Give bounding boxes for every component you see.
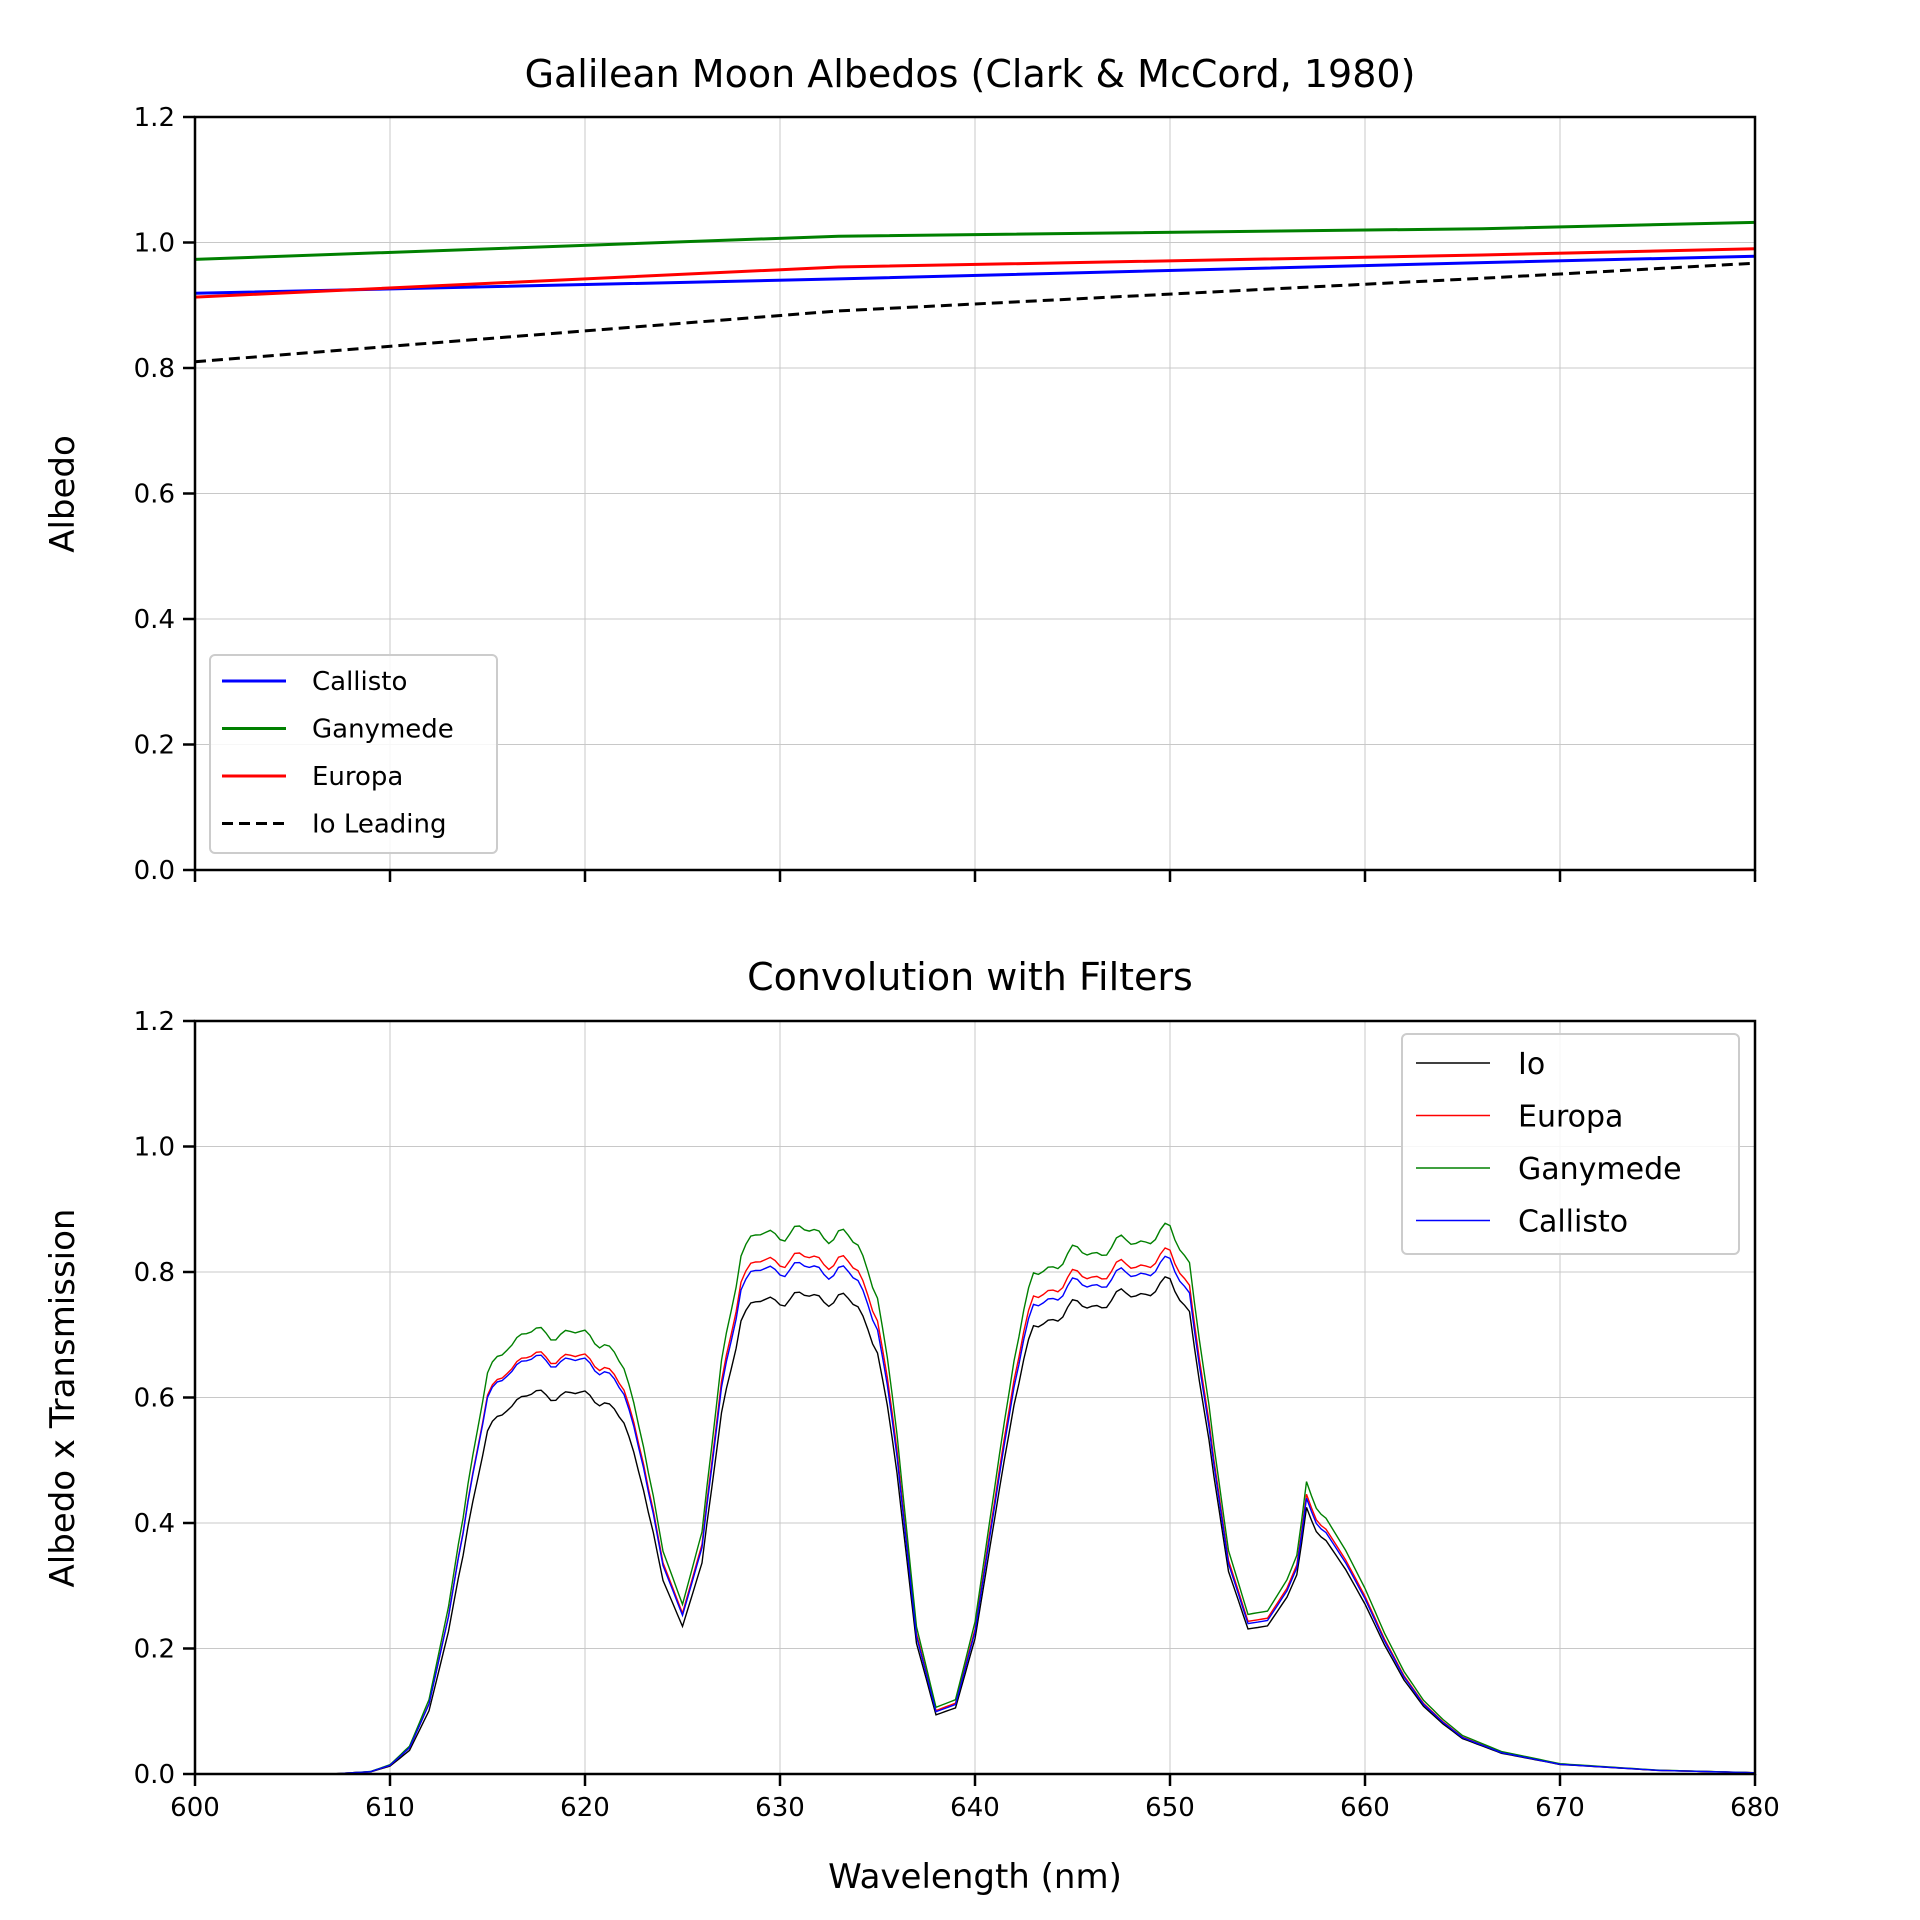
albedo-legend: Callisto Ganymede Europa Io Leading	[209, 654, 498, 854]
legend-label: Ganymede	[1518, 1152, 1682, 1187]
y-tick-label: 0.6	[134, 480, 175, 510]
x-tick-label: 640	[950, 1793, 1000, 1823]
convolution-plot-title: Convolution with Filters	[747, 955, 1193, 999]
convolution-ticks: 600 610 620 630 640 650 660 670 680 0.0 0.2 0.4 0.6 0…	[134, 1007, 1780, 1823]
albedo-plot-title: Galilean Moon Albedos (Clark & McCord, 1…	[525, 52, 1416, 96]
convolution-plot: Convolution with Filters 600 610 620 630 640…	[43, 955, 1780, 1897]
series-line-callisto	[194, 254, 1756, 295]
y-tick-label: 0.8	[134, 354, 175, 384]
x-tick-label: 660	[1340, 1793, 1390, 1823]
series-line-ganymede	[195, 1222, 1756, 1775]
y-tick-label: 0.4	[134, 605, 175, 635]
y-tick-label: 0.2	[134, 731, 175, 761]
y-tick-label: 1.2	[134, 103, 175, 133]
legend-box	[1401, 1033, 1740, 1255]
legend-label: Callisto	[1518, 1205, 1628, 1240]
y-tick-label: 0.0	[134, 1760, 175, 1790]
y-tick-label: 1.0	[134, 229, 175, 259]
legend-label: Callisto	[312, 667, 407, 697]
x-tick-label: 620	[560, 1793, 610, 1823]
x-tick-label: 670	[1535, 1793, 1585, 1823]
x-tick-label: 610	[365, 1793, 415, 1823]
legend-label: Io Leading	[312, 810, 447, 840]
x-tick-label: 680	[1730, 1793, 1780, 1823]
x-tick-label: 650	[1145, 1793, 1195, 1823]
convolution-y-axis-label: Albedo x Transmission	[43, 1209, 83, 1588]
convolution-lines	[195, 1222, 1756, 1775]
legend-label: Io	[1518, 1047, 1545, 1082]
albedo-plot: Galilean Moon Albedos (Clark & McCord, 1…	[43, 52, 1757, 886]
y-tick-label: 1.2	[134, 1007, 175, 1037]
y-tick-label: 0.2	[134, 1635, 175, 1665]
legend-label: Ganymede	[312, 715, 454, 745]
legend-label: Europa	[312, 762, 403, 792]
albedo-y-axis-label: Albedo	[43, 435, 83, 553]
y-tick-label: 0.6	[134, 1384, 175, 1414]
convolution-legend: Io Europa Ganymede Callisto	[1401, 1033, 1740, 1255]
y-tick-label: 0.0	[134, 856, 175, 886]
x-tick-label: 600	[170, 1793, 220, 1823]
y-tick-label: 0.4	[134, 1509, 175, 1539]
series-line-callisto	[195, 1255, 1756, 1775]
legend-label: Europa	[1518, 1100, 1623, 1135]
albedo-lines	[194, 220, 1756, 364]
series-line-ganymede	[194, 220, 1756, 261]
convolution-x-axis-label: Wavelength (nm)	[828, 1857, 1122, 1897]
legend-box	[209, 654, 498, 854]
y-tick-label: 1.0	[134, 1133, 175, 1163]
y-tick-label: 0.8	[134, 1258, 175, 1288]
albedo-ticks: 0.0 0.2 0.4 0.6 0.8 1.0 1.2	[134, 103, 1757, 886]
x-tick-label: 630	[755, 1793, 805, 1823]
series-line-europa	[194, 247, 1756, 299]
